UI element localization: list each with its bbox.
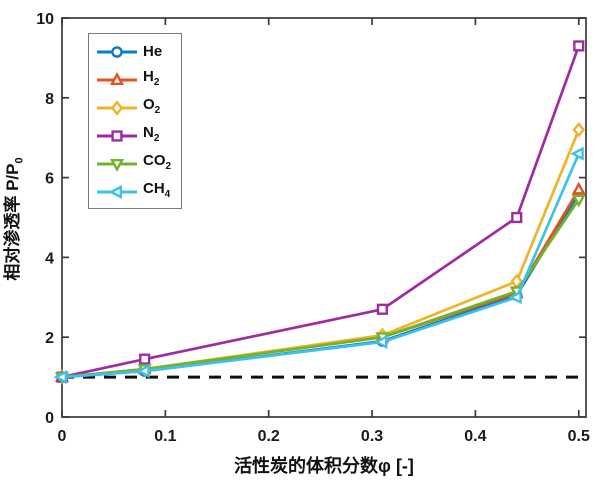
- data-point-marker: [108, 185, 122, 199]
- legend-marker-H2: [97, 72, 137, 86]
- y-axis-label-text: 相对渗透率 P/P: [3, 163, 22, 281]
- legend-label-O2: O2: [143, 96, 161, 116]
- legend-item-N2: N2: [95, 122, 181, 150]
- data-point-marker: [573, 40, 585, 52]
- x-axis-label-text: 活性炭的体积分数φ [-]: [234, 456, 414, 476]
- y-axis-label: 相对渗透率 P/P0: [0, 69, 26, 369]
- legend-marker-O2: [97, 100, 137, 116]
- y-tick-label: 10: [36, 11, 54, 28]
- legend-item-H2: H2: [95, 66, 181, 94]
- data-point-marker: [572, 122, 586, 138]
- legend-item-O2: O2: [95, 94, 181, 122]
- data-point-marker: [508, 290, 522, 305]
- legend-label-CH4: CH4: [143, 180, 171, 200]
- data-point-marker: [110, 100, 124, 116]
- x-tick-label: 0.3: [361, 428, 383, 445]
- legend-marker-N2: [97, 130, 137, 142]
- data-point-marker: [571, 194, 586, 208]
- legend-marker-CO2: [97, 158, 137, 172]
- x-axis-label: 活性炭的体积分数φ [-]: [62, 452, 586, 478]
- y-tick-label: 4: [45, 250, 54, 267]
- legend-label-N2: N2: [143, 124, 160, 144]
- y-tick-label: 2: [45, 330, 54, 347]
- legend-label-He: He: [143, 43, 163, 60]
- legend-label-H2: H2: [143, 68, 160, 88]
- data-point-marker: [570, 146, 584, 161]
- data-point-marker: [511, 211, 523, 224]
- legend: He H2 O2 N2 CO2 CH4: [88, 33, 182, 209]
- legend-item-CO2: CO2: [95, 150, 181, 178]
- data-point-marker: [53, 370, 68, 385]
- data-point-marker: [571, 181, 586, 195]
- data-point-marker: [373, 335, 388, 349]
- data-point-marker: [376, 303, 388, 315]
- x-tick-label: 0.1: [154, 428, 176, 445]
- y-tick-label: 0: [45, 410, 54, 427]
- axes-box: [61, 17, 587, 418]
- data-point-marker: [136, 364, 150, 379]
- y-tick-label: 6: [45, 171, 54, 188]
- data-point-marker: [139, 353, 151, 365]
- x-tick-label: 0.5: [568, 428, 590, 445]
- x-tick-label: 0.4: [464, 428, 486, 445]
- legend-item-CH4: CH4: [95, 178, 181, 206]
- legend-marker-CH4: [97, 185, 137, 199]
- y-axis-label-subscript: 0: [13, 157, 26, 164]
- x-tick-label: 0: [58, 428, 67, 445]
- data-point-marker: [109, 72, 125, 86]
- legend-label-CO2: CO2: [143, 152, 172, 172]
- data-point-marker: [109, 158, 125, 172]
- legend-item-He: He: [95, 38, 181, 66]
- data-point-marker: [111, 130, 123, 142]
- data-point-marker: [111, 46, 123, 58]
- x-tick-label: 0.2: [258, 428, 280, 445]
- legend-marker-He: [97, 46, 137, 58]
- y-tick-label: 8: [45, 91, 54, 108]
